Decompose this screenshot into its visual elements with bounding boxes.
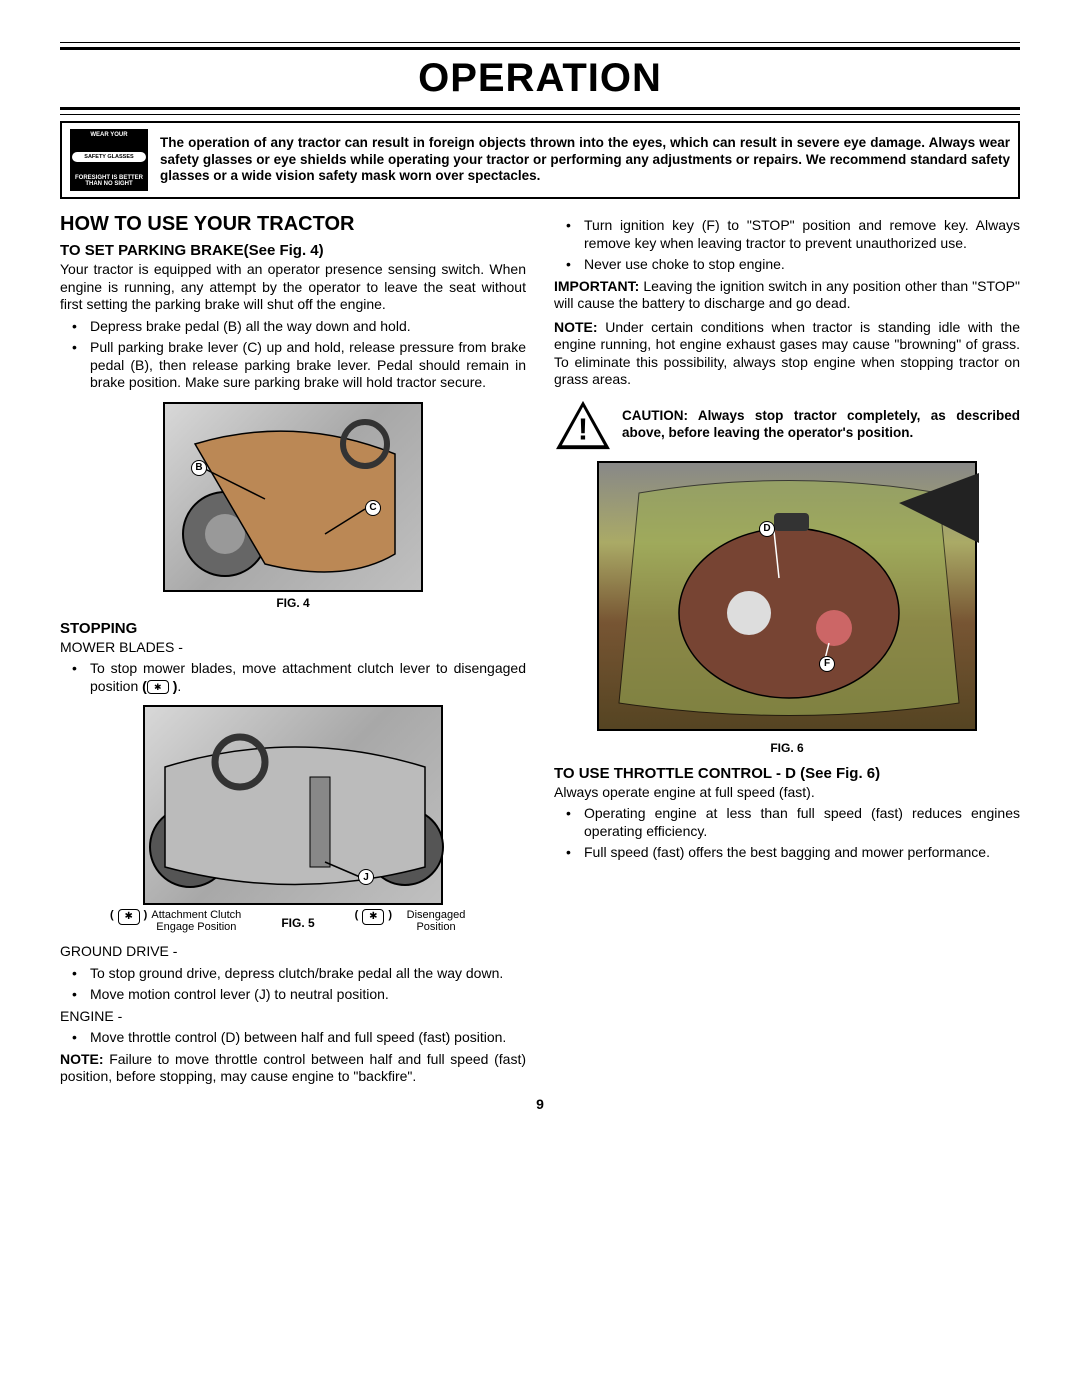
figure-5-svg — [145, 707, 445, 907]
title-rule-thick — [60, 107, 1020, 110]
figure-4-svg — [165, 404, 425, 594]
engine-note: NOTE: Failure to move throttle control b… — [60, 1051, 526, 1086]
svg-text:!: ! — [578, 411, 588, 446]
safety-icon-mid: SAFETY GLASSES — [72, 152, 146, 162]
disengage-icon: ✱ — [147, 680, 169, 694]
list-item: To stop ground drive, depress clutch/bra… — [60, 965, 526, 983]
disengage-icon: ✱ — [362, 909, 384, 925]
callout-F: F — [819, 656, 835, 672]
legend-engage: (✱) Attachment Clutch Engage Position — [110, 909, 241, 933]
left-column: HOW TO USE YOUR TRACTOR TO SET PARKING B… — [60, 213, 526, 1088]
top-rule-thin — [60, 42, 1020, 43]
callout-B: B — [191, 460, 207, 476]
engage-icon: ✱ — [118, 909, 140, 925]
figure-5-legend: (✱) Attachment Clutch Engage Position FI… — [60, 909, 526, 933]
list-item: Never use choke to stop engine. — [554, 256, 1020, 274]
warning-text: The operation of any tractor can result … — [160, 135, 1010, 186]
parking-brake-list: Depress brake pedal (B) all the way down… — [60, 318, 526, 392]
safety-icon-top: WEAR YOUR — [72, 132, 146, 139]
mower-blades-label: MOWER BLADES - — [60, 639, 526, 657]
ignition-list: Turn ignition key (F) to "STOP" position… — [554, 217, 1020, 274]
how-to-use-heading: HOW TO USE YOUR TRACTOR — [60, 213, 526, 236]
figure-5-image: J — [143, 705, 443, 905]
page-number: 9 — [60, 1096, 1020, 1112]
throttle-control-heading: TO USE THROTTLE CONTROL - D (See Fig. 6) — [554, 765, 1020, 782]
figure-6: D F FIG. 6 — [554, 461, 1020, 755]
figure-6-caption: FIG. 6 — [554, 741, 1020, 755]
list-item: To stop mower blades, move attachment cl… — [60, 660, 526, 695]
list-item: Depress brake pedal (B) all the way down… — [60, 318, 526, 336]
list-item: Move throttle control (D) between half a… — [60, 1029, 526, 1047]
top-rule-thick — [60, 47, 1020, 50]
figure-4-caption: FIG. 4 — [60, 596, 526, 610]
safety-icon-bot: FORESIGHT IS BETTER THAN NO SIGHT — [72, 175, 146, 188]
figure-5: J (✱) Attachment Clutch Engage Position … — [60, 705, 526, 933]
throttle-control-intro: Always operate engine at full speed (fas… — [554, 784, 1020, 802]
safety-glasses-icon: WEAR YOUR SAFETY GLASSES FORESIGHT IS BE… — [70, 129, 148, 191]
right-column: Turn ignition key (F) to "STOP" position… — [554, 213, 1020, 1088]
callout-J: J — [358, 869, 374, 885]
list-item: Operating engine at less than full speed… — [554, 805, 1020, 840]
ground-drive-list: To stop ground drive, depress clutch/bra… — [60, 965, 526, 1004]
parking-brake-heading: TO SET PARKING BRAKE(See Fig. 4) — [60, 242, 526, 259]
warning-box: WEAR YOUR SAFETY GLASSES FORESIGHT IS BE… — [60, 121, 1020, 199]
caution-triangle-icon: ! — [554, 399, 612, 451]
legend-disengage: (✱) Disengaged Position — [355, 909, 476, 933]
callout-D: D — [759, 521, 775, 537]
caution-text: CAUTION: Always stop tractor completely,… — [622, 408, 1020, 442]
figure-4: B C FIG. 4 — [60, 402, 526, 610]
figure-4-image: B C — [163, 402, 423, 592]
engine-label: ENGINE - — [60, 1008, 526, 1026]
parking-brake-intro: Your tractor is equipped with an operato… — [60, 261, 526, 314]
list-item: Pull parking brake lever (C) up and hold… — [60, 339, 526, 392]
important-note: IMPORTANT: Leaving the ignition switch i… — [554, 278, 1020, 313]
title-rule-thin — [60, 114, 1020, 115]
mower-blades-list: To stop mower blades, move attachment cl… — [60, 660, 526, 695]
engine-list: Move throttle control (D) between half a… — [60, 1029, 526, 1047]
stopping-heading: STOPPING — [60, 620, 526, 637]
browning-note: NOTE: Under certain conditions when trac… — [554, 319, 1020, 389]
throttle-control-list: Operating engine at less than full speed… — [554, 805, 1020, 862]
caution-box: ! CAUTION: Always stop tractor completel… — [554, 399, 1020, 451]
figure-6-image: D F — [597, 461, 977, 731]
list-item: Full speed (fast) offers the best baggin… — [554, 844, 1020, 862]
list-item: Move motion control lever (J) to neutral… — [60, 986, 526, 1004]
figure-5-caption: FIG. 5 — [281, 916, 314, 930]
ground-drive-label: GROUND DRIVE - — [60, 943, 526, 961]
figure-6-svg — [599, 463, 979, 733]
list-item: Turn ignition key (F) to "STOP" position… — [554, 217, 1020, 252]
callout-C: C — [365, 500, 381, 516]
content-columns: HOW TO USE YOUR TRACTOR TO SET PARKING B… — [60, 213, 1020, 1088]
page-title: OPERATION — [60, 54, 1020, 103]
